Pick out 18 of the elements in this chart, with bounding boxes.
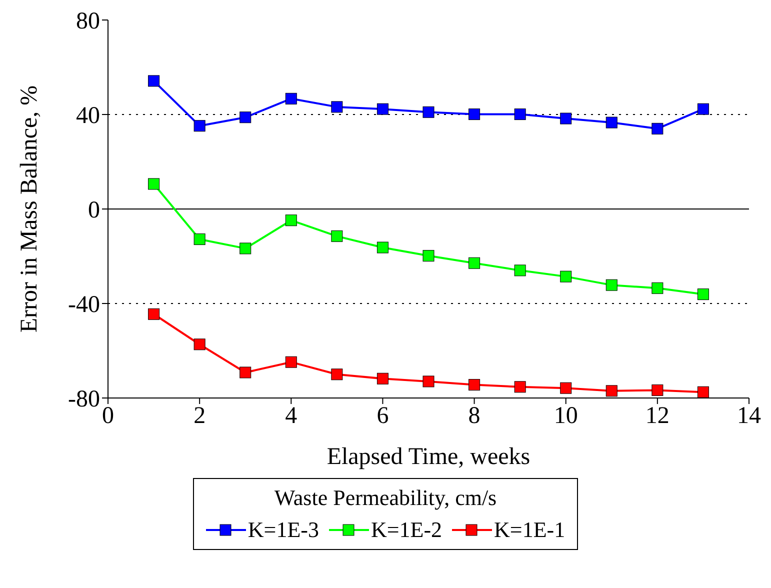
x-tick-label: 14 <box>737 403 761 430</box>
y-tick-label: -80 <box>68 386 100 413</box>
legend-title: Waste Permeability, cm/s <box>273 485 498 511</box>
y-tick-label: -40 <box>68 292 100 318</box>
legend-label: K=1E-3 <box>248 517 319 543</box>
x-tick-label: 8 <box>468 403 480 430</box>
x-tick-label: 10 <box>554 403 578 430</box>
x-tick-label: 4 <box>285 403 298 430</box>
y-tick-label: 0 <box>88 198 100 224</box>
x-axis-title: Elapsed Time, weeks <box>326 444 530 470</box>
y-tick-label: 80 <box>76 8 100 35</box>
y-axis-title: Error in Mass Balance, % <box>16 85 43 333</box>
legend-label: K=1E-2 <box>370 517 442 543</box>
y-tick-label: 40 <box>76 103 100 130</box>
x-tick-label: 6 <box>376 403 389 430</box>
x-tick-label: 2 <box>194 403 206 430</box>
legend-label: K=1E-1 <box>494 517 566 543</box>
x-tick-label: 12 <box>645 403 670 430</box>
